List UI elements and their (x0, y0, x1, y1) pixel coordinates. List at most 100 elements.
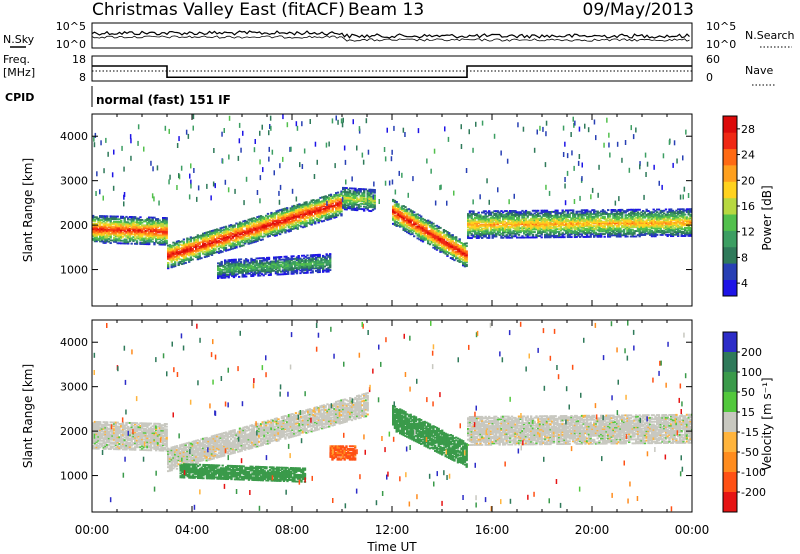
power-cell (512, 214, 515, 216)
power-cell (533, 212, 536, 215)
power-cell (210, 240, 214, 243)
power-cell (538, 232, 542, 235)
power-cell (502, 224, 505, 227)
power-cell (587, 229, 591, 232)
power-cell (458, 258, 461, 261)
power-cell (279, 214, 282, 217)
power-cell (519, 221, 522, 224)
power-cell (544, 213, 547, 216)
power-cell (319, 200, 322, 203)
power-cell (357, 189, 361, 192)
power-cell (470, 234, 473, 237)
power-cell (397, 212, 400, 215)
power-cell (188, 260, 191, 263)
power-cell (373, 195, 376, 198)
power-cell (202, 251, 205, 254)
power-cell (216, 231, 219, 234)
power-cell (577, 226, 580, 229)
power-cell (407, 226, 411, 229)
power-cell (312, 211, 315, 214)
power-cell (502, 216, 505, 219)
power-cell (519, 220, 522, 223)
power-cell (675, 233, 678, 236)
power-cell (566, 212, 570, 215)
power-cell (331, 209, 334, 212)
power-cell (668, 228, 671, 231)
power-cell (430, 224, 433, 227)
power-cell (146, 217, 149, 220)
power-cell (544, 229, 547, 232)
power-cell (153, 222, 156, 224)
power-cell (477, 231, 480, 234)
power-cell (586, 219, 589, 222)
power-cell (470, 227, 473, 230)
power-cell (636, 227, 640, 230)
power-cell (434, 230, 437, 233)
power-cell (573, 220, 577, 223)
power-cell (238, 228, 242, 231)
power-cell (605, 227, 608, 230)
power-cell (393, 223, 397, 226)
power-cell (448, 246, 451, 249)
power-cell (659, 211, 662, 214)
power-cell (111, 215, 114, 218)
power-cell (456, 259, 460, 262)
power-cell (579, 220, 582, 222)
power-cell (279, 230, 282, 233)
power-cell (249, 219, 252, 222)
power-cell (217, 234, 221, 237)
power-cell (335, 206, 338, 209)
power-cell (628, 214, 631, 217)
power-cell (462, 245, 465, 248)
power-cell (146, 241, 149, 244)
power-cell (349, 190, 352, 192)
power-cell (95, 237, 98, 240)
power-cell (442, 238, 446, 241)
power-cell (558, 228, 561, 231)
power-cell (428, 235, 432, 238)
power-cell (196, 247, 200, 250)
power-cell (301, 211, 305, 214)
power-cell (631, 222, 634, 225)
power-cell (547, 212, 550, 215)
power-cell (141, 224, 144, 227)
power-cell (99, 237, 102, 240)
power-cell (671, 229, 675, 232)
power-cell (565, 218, 568, 221)
power-cell (673, 213, 676, 216)
power-cell (303, 212, 306, 215)
power-cell (116, 235, 119, 238)
power-cell (594, 215, 598, 218)
power-cell (149, 239, 153, 242)
power-cell (603, 222, 606, 225)
power-cell (228, 232, 231, 235)
power-cell (498, 218, 501, 221)
power-cell (549, 224, 552, 227)
power-cell (565, 216, 568, 219)
power-cell (106, 232, 109, 235)
power-cell (162, 225, 165, 227)
power-cell (99, 225, 102, 228)
power-cell (554, 236, 557, 239)
power-cell (203, 256, 207, 259)
power-cell (273, 212, 277, 215)
power-cell (193, 250, 196, 252)
power-cell (167, 255, 170, 258)
power-cell (121, 226, 125, 229)
power-cell (538, 221, 542, 224)
power-cell (628, 231, 631, 234)
power-cell (656, 225, 659, 228)
power-cell (314, 211, 317, 214)
power-cell (411, 231, 414, 234)
power-cell (439, 244, 442, 247)
power-cell (531, 227, 535, 230)
power-cell (319, 203, 322, 206)
power-cell (251, 232, 254, 235)
power-cell (167, 266, 170, 268)
power-cell (516, 231, 519, 234)
power-cell (407, 216, 411, 219)
power-cell (156, 224, 160, 227)
power-cell (542, 213, 545, 216)
power-cell (181, 240, 184, 243)
power-cell (448, 233, 451, 236)
